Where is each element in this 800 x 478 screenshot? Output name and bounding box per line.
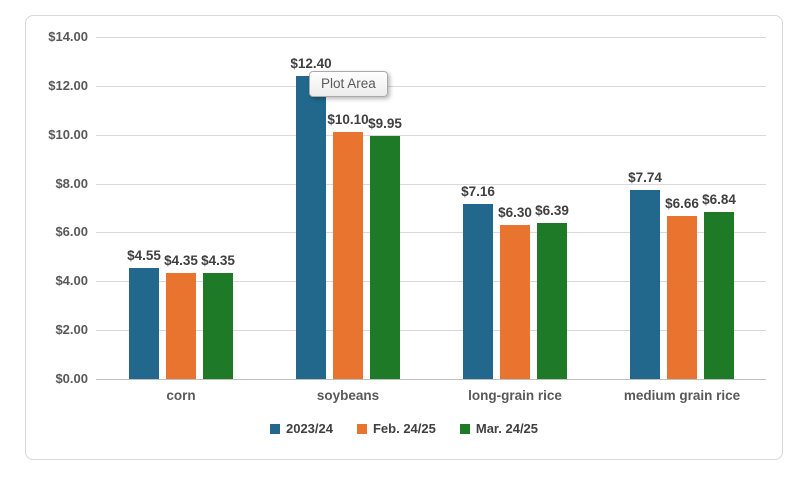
- y-axis-tick-label: $6.00: [55, 224, 88, 240]
- data-label: $4.35: [164, 252, 198, 268]
- y-axis-tick-label: $4.00: [55, 273, 88, 289]
- legend-swatch: [356, 423, 367, 434]
- legend-label: Feb. 24/25: [372, 421, 436, 436]
- legend-swatch: [269, 423, 280, 434]
- data-label: $10.10: [327, 112, 369, 128]
- legend-item-feb-24-25[interactable]: Feb. 24/25: [356, 421, 436, 436]
- legend-item-mar-24-25[interactable]: Mar. 24/25: [459, 421, 539, 436]
- bar-feb-24-25-corn[interactable]: [166, 272, 196, 379]
- data-label: $4.55: [127, 247, 161, 263]
- chart-legend[interactable]: 2023/24 Feb. 24/25 Mar. 24/25: [26, 421, 782, 436]
- gridline: [96, 281, 766, 283]
- bar-mar-24-25-long-grain-rice[interactable]: [537, 222, 567, 379]
- gridline: [96, 379, 766, 380]
- bar-mar-24-25-soybeans[interactable]: [370, 135, 400, 379]
- legend-item-2023-24[interactable]: 2023/24: [269, 421, 333, 436]
- bar-feb-24-25-medium-grain-rice[interactable]: [667, 216, 697, 379]
- data-label: $7.74: [628, 169, 662, 185]
- data-label: $6.30: [498, 205, 532, 221]
- legend-label: 2023/24: [285, 421, 333, 436]
- y-axis-tick-label: $12.00: [48, 77, 88, 93]
- gridline: [96, 330, 766, 332]
- data-label: $4.35: [201, 252, 235, 268]
- data-label: $6.66: [665, 196, 699, 212]
- bar-2023-24-corn[interactable]: [129, 267, 159, 379]
- tooltip-label: Plot Area: [321, 76, 376, 91]
- y-axis-tick-label: $0.00: [55, 371, 88, 386]
- data-label: $6.84: [702, 191, 736, 207]
- plot-area-tooltip: Plot Area: [309, 71, 388, 97]
- bar-2023-24-soybeans[interactable]: [296, 76, 326, 379]
- bar-mar-24-25-medium-grain-rice[interactable]: [704, 211, 734, 379]
- gridline: [96, 85, 766, 87]
- gridline: [96, 37, 766, 38]
- x-axis-category-label: long-grain rice: [468, 388, 562, 403]
- legend-label: Mar. 24/25: [475, 421, 539, 436]
- gridline: [96, 134, 766, 136]
- chart-area[interactable]: $0.00 $2.00 $4.00 $6.00 $8.00 $10.00 $12.00 $14…: [25, 15, 783, 460]
- gridline: [96, 232, 766, 234]
- data-label: $9.95: [368, 115, 402, 131]
- bar-mar-24-25-corn[interactable]: [203, 272, 233, 379]
- data-label: $6.39: [535, 202, 569, 218]
- bar-2023-24-long-grain-rice[interactable]: [463, 204, 493, 379]
- bar-feb-24-25-soybeans[interactable]: [333, 132, 363, 379]
- data-label: $12.40: [290, 56, 332, 72]
- legend-swatch: [459, 423, 470, 434]
- y-axis-tick-label: $10.00: [48, 126, 88, 142]
- y-axis-tick-label: $2.00: [55, 322, 88, 338]
- gridline: [96, 183, 766, 185]
- bar-feb-24-25-long-grain-rice[interactable]: [500, 225, 530, 379]
- bar-2023-24-medium-grain-rice[interactable]: [630, 189, 660, 379]
- y-axis-tick-label: $14.00: [48, 29, 88, 44]
- data-label: $7.16: [461, 184, 495, 200]
- x-axis-category-label: soybeans: [316, 388, 380, 403]
- y-axis-tick-label: $8.00: [55, 175, 88, 191]
- x-axis-category-label: corn: [166, 388, 196, 403]
- x-axis-category-label: medium grain rice: [623, 388, 741, 403]
